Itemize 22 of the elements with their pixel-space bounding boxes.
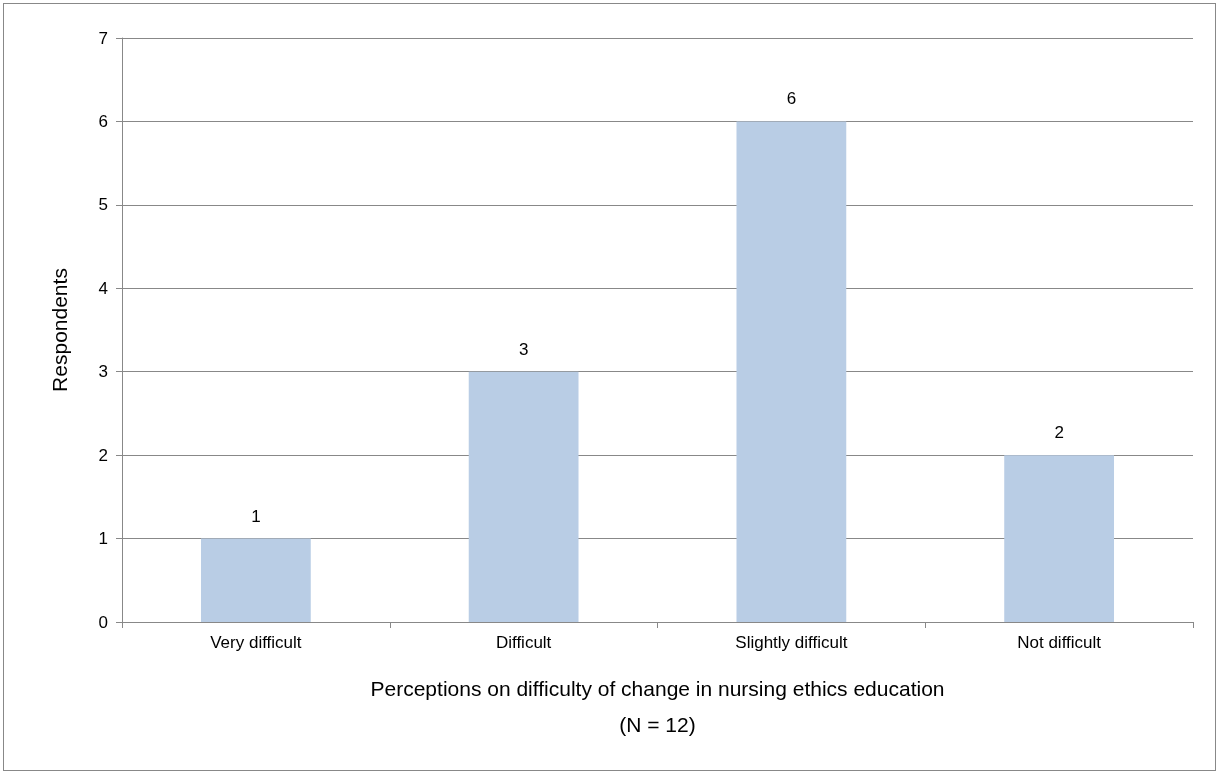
x-tick-label: Very difficult	[210, 633, 302, 652]
y-tick-label: 5	[98, 195, 108, 215]
y-tick-label: 3	[98, 362, 108, 382]
data-label: 6	[786, 89, 797, 109]
x-axis-title: Perceptions on difficulty of change in nursing ethics education (N = 12)	[370, 676, 945, 736]
y-axis-title: Respondents	[48, 268, 71, 392]
bar	[200, 538, 311, 622]
x-tick-label: Not difficult	[1017, 633, 1102, 652]
y-tick-label: 4	[98, 278, 108, 298]
data-label: 1	[251, 506, 261, 526]
bar	[1004, 455, 1115, 622]
x-tick-label: Slightly difficult	[735, 633, 848, 652]
y-tick-label: 7	[98, 28, 108, 48]
y-tick-label: 6	[98, 111, 108, 131]
bar	[468, 371, 579, 622]
y-tick-label: 0	[98, 612, 108, 632]
y-tick-label: 1	[98, 529, 108, 549]
y-tick-label: 2	[98, 445, 108, 465]
data-label: 3	[518, 339, 529, 359]
x-tick-label: Difficult	[495, 633, 552, 652]
bar	[736, 121, 847, 622]
data-label: 2	[1054, 423, 1064, 443]
